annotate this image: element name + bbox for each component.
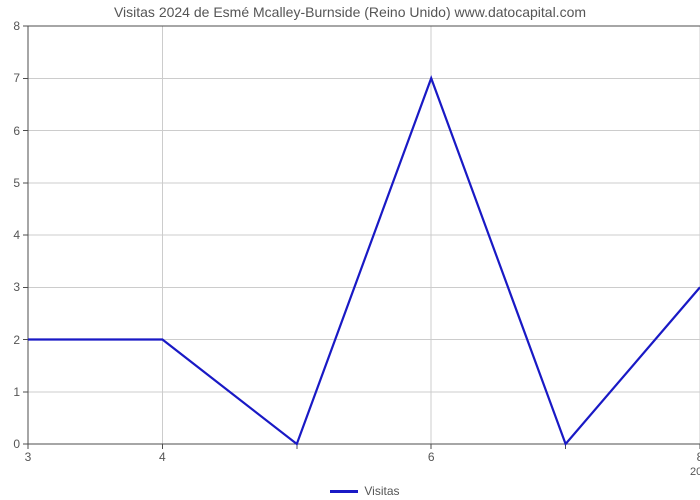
y-tick-label: 3 [0,280,20,294]
x-tick-label: 3 [25,450,32,464]
legend: Visitas [330,484,399,498]
y-tick-label: 0 [0,437,20,451]
y-tick-label: 2 [0,333,20,347]
chart-container: Visitas 2024 de Esmé Mcalley-Burnside (R… [0,0,700,500]
x-tick-label: 8 [697,450,700,464]
legend-label: Visitas [364,484,399,498]
x-tick-label: 4 [159,450,166,464]
x-tick-label: 6 [428,450,435,464]
y-tick-label: 6 [0,124,20,138]
y-tick-label: 4 [0,228,20,242]
legend-swatch [330,490,358,493]
y-tick-label: 5 [0,176,20,190]
y-tick-label: 7 [0,71,20,85]
y-tick-label: 1 [0,385,20,399]
y-tick-label: 8 [0,19,20,33]
plot-area [0,0,700,500]
x-sublabel: 202 [690,466,700,478]
